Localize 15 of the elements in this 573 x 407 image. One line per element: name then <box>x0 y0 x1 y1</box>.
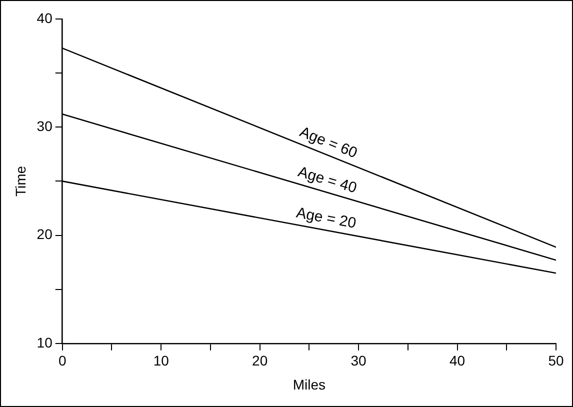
y-tick-label: 30 <box>36 118 53 134</box>
x-tick-label: 40 <box>449 352 466 369</box>
text: Age = 20 <box>294 204 358 232</box>
y-tick-label: 10 <box>36 334 53 350</box>
x-axis-title: Miles <box>292 376 326 392</box>
y-tick-label: 20 <box>36 226 53 242</box>
text: Age = 60 <box>297 123 360 162</box>
x-tick-label: 50 <box>548 352 564 369</box>
y-axis-title: Time <box>12 166 28 196</box>
y-tick-label: 40 <box>36 10 53 26</box>
x-tick-label: 20 <box>252 352 268 369</box>
x-tick-label: 30 <box>350 352 367 369</box>
x-tick-label: 0 <box>58 352 66 369</box>
x-tick-label: 10 <box>153 352 170 369</box>
text: Age = 40 <box>296 163 359 197</box>
